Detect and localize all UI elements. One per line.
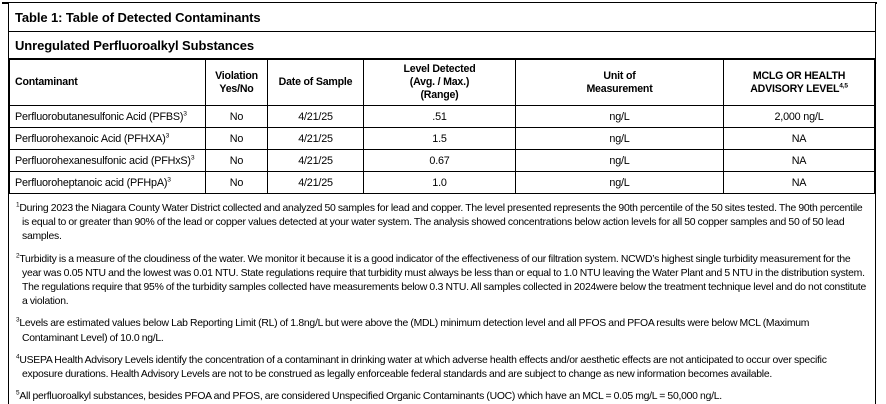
contaminant-name: Perfluoroheptanoic acid (PFHpA) <box>15 176 168 189</box>
col-header-label: Unit of <box>603 69 636 82</box>
col-header-label: ADVISORY LEVEL4,5 <box>725 81 874 96</box>
contaminant-cell: Perfluoroheptanoic acid (PFHpA)3 <box>9 171 206 194</box>
mclg-cell: NA <box>723 149 875 172</box>
footnote-text: During 2023 the Niagara County Water Dis… <box>19 203 863 243</box>
footnote-4: 4USEPA Health Advisory Levels identify t… <box>16 354 867 382</box>
col-header-label: Violation <box>215 69 258 82</box>
contaminant-name: Perfluorohexanoic Acid (PFHXA) <box>15 132 166 145</box>
date-cell: 4/21/25 <box>267 105 364 128</box>
footnote-text: Turbidity is a measure of the cloudiness… <box>19 253 867 308</box>
col-header-unit: Unit of Measurement <box>515 59 724 106</box>
col-header-label: Measurement <box>586 82 653 95</box>
footnote-text: USEPA Health Advisory Levels identify th… <box>19 354 827 381</box>
col-header-contaminant: Contaminant <box>9 59 206 106</box>
unit-cell: ng/L <box>515 105 724 128</box>
col-header-label: Level Detected <box>403 63 476 75</box>
table-row-pfhpa: Perfluoroheptanoic acid (PFHpA)3 No 4/21… <box>9 171 875 194</box>
col-header-label: Yes/No <box>219 82 254 95</box>
col-header-level: Level Detected (Avg. / Max.) (Range) <box>363 59 516 106</box>
level-cell: 1.0 <box>363 171 516 194</box>
date-cell: 4/21/25 <box>267 149 364 172</box>
header-row: Contaminant Violation Yes/No Date of Samp… <box>9 59 875 106</box>
level-cell: 0.67 <box>363 149 516 172</box>
footnote-marker: 4 <box>16 353 20 361</box>
col-header-label: (Range) <box>420 89 459 101</box>
table-row-pfbs: Perfluorobutanesulfonic Acid (PFBS)3 No … <box>9 105 875 128</box>
mclg-cell: NA <box>723 171 875 194</box>
footnote-text: Levels are estimated values below Lab Re… <box>19 318 810 344</box>
col-header-label: Date of Sample <box>278 76 353 88</box>
col-header-violation: Violation Yes/No <box>205 59 268 106</box>
contaminant-cell: Perfluorohexanesulfonic acid (PFHxS)3 <box>9 149 206 172</box>
footnote-marker: 1 <box>16 201 20 209</box>
table-title: Table 1: Table of Detected Contaminants <box>9 3 875 32</box>
col-header-label: MCLG OR HEALTH <box>752 69 846 82</box>
level-cell: 1.5 <box>363 127 516 150</box>
table-row-pfhxa: Perfluorohexanoic Acid (PFHXA)3 No 4/21/… <box>9 127 875 150</box>
violation-cell: No <box>205 149 268 172</box>
contaminant-name: Perfluorobutanesulfonic Acid (PFBS) <box>15 110 184 123</box>
violation-cell: No <box>205 171 268 194</box>
date-cell: 4/21/25 <box>267 171 364 194</box>
footnote-3: 3Levels are estimated values below Lab R… <box>16 317 867 345</box>
violation-cell: No <box>205 127 268 150</box>
contaminant-name: Perfluorohexanesulfonic acid (PFHxS) <box>15 154 191 167</box>
contaminants-table-box: Table 1: Table of Detected Contaminants … <box>8 2 876 404</box>
contaminant-cell: Perfluorobutanesulfonic Acid (PFBS)3 <box>9 105 206 128</box>
col-header-label-text: ADVISORY LEVEL <box>750 82 840 95</box>
unit-cell: ng/L <box>515 149 724 172</box>
footnote-marker: 2 <box>16 252 20 260</box>
col-header-label: (Avg. / Max.) <box>409 76 470 88</box>
table-row-pfhxs: Perfluorohexanesulfonic acid (PFHxS)3 No… <box>9 149 875 172</box>
footnote-1: 1During 2023 the Niagara County Water Di… <box>16 202 867 245</box>
footnote-ref-superscript: 3 <box>167 175 171 183</box>
footnote-marker: 5 <box>16 389 20 397</box>
level-cell: .51 <box>363 105 516 128</box>
mclg-cell: NA <box>723 127 875 150</box>
contaminant-cell: Perfluorohexanoic Acid (PFHXA)3 <box>9 127 206 150</box>
footnote-marker: 3 <box>16 316 20 324</box>
date-cell: 4/21/25 <box>267 127 364 150</box>
footnote-ref-superscript: 3 <box>165 131 170 139</box>
col-header-date: Date of Sample <box>267 59 364 106</box>
table-subtitle: Unregulated Perfluoroalkyl Substances <box>9 32 875 59</box>
footnote-ref-superscript: 4,5 <box>839 81 848 89</box>
footnote-ref-superscript: 3 <box>183 109 187 117</box>
footnote-2: 2Turbidity is a measure of the cloudines… <box>16 252 867 310</box>
col-header-label: Contaminant <box>15 76 78 88</box>
violation-cell: No <box>205 105 268 128</box>
unit-cell: ng/L <box>515 171 724 194</box>
contaminants-table: Contaminant Violation Yes/No Date of Samp… <box>9 59 875 194</box>
mclg-cell: 2,000 ng/L <box>723 105 875 128</box>
footnote-text: All perfluoroalkyl substances, besides P… <box>19 391 722 403</box>
col-header-mclg: MCLG OR HEALTH ADVISORY LEVEL4,5 <box>723 59 875 106</box>
footnote-ref-superscript: 3 <box>190 153 195 161</box>
footnote-5: 5All perfluoroalkyl substances, besides … <box>16 390 867 404</box>
footnotes-section: 1During 2023 the Niagara County Water Di… <box>9 194 875 404</box>
unit-cell: ng/L <box>515 127 724 150</box>
